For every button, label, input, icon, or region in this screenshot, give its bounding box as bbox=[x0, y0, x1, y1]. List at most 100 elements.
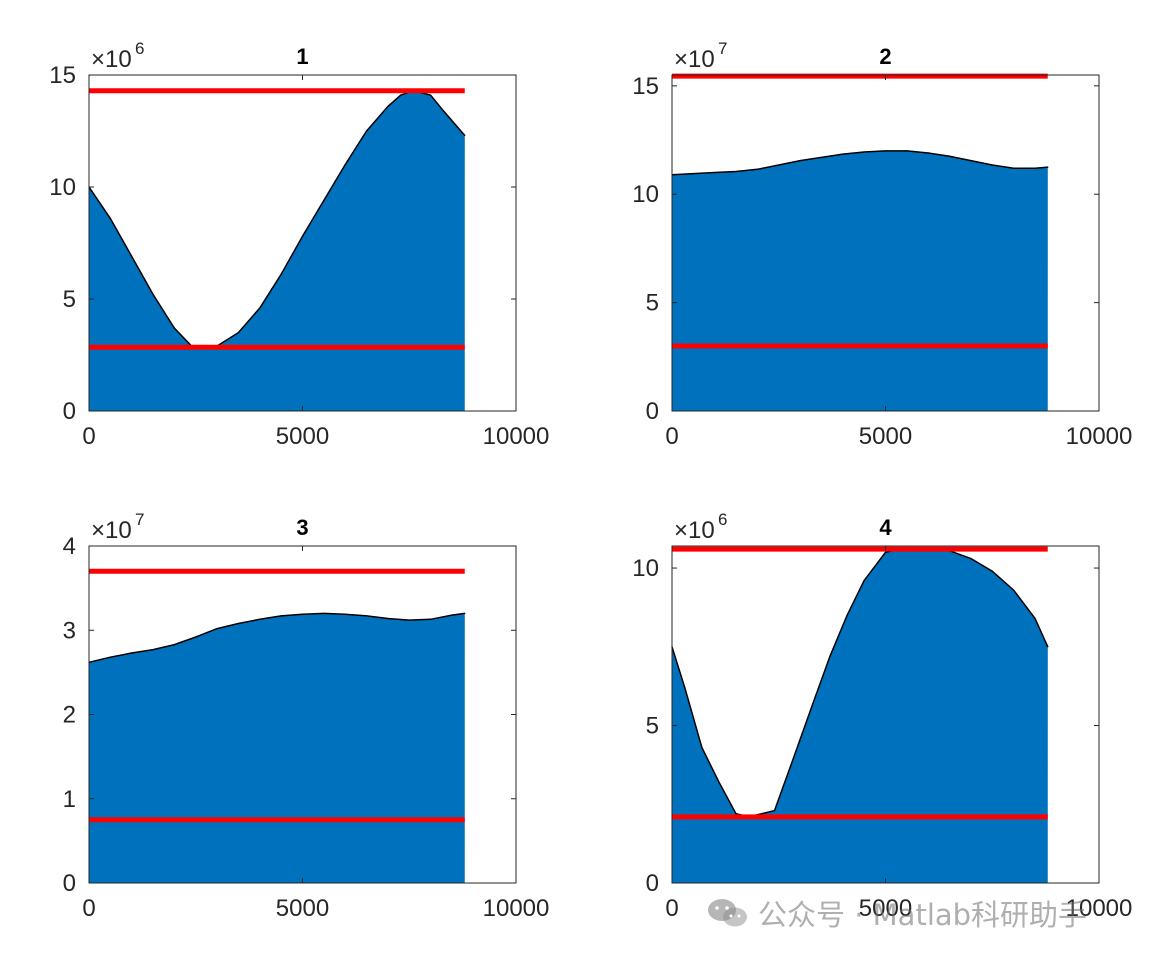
data-point bbox=[323, 612, 325, 615]
data-point bbox=[884, 551, 887, 553]
y-exponent-power: 6 bbox=[135, 39, 144, 58]
watermark: 公众号 · Matlab科研助手 bbox=[706, 892, 1087, 934]
subplot-1: 0 5000 10000 0 5 10 15 ×10 6 1 bbox=[49, 39, 549, 450]
data-point bbox=[735, 813, 737, 815]
data-point bbox=[464, 612, 466, 615]
data-point bbox=[991, 570, 993, 572]
data-point bbox=[400, 94, 402, 96]
y-exponent-label: ×10 bbox=[91, 517, 132, 544]
x-tick-label: 10000 bbox=[483, 895, 550, 922]
y-exponent-label: ×10 bbox=[91, 46, 132, 73]
data-point bbox=[280, 273, 282, 275]
data-point bbox=[991, 164, 993, 166]
data-point bbox=[906, 150, 908, 152]
data-point bbox=[829, 655, 831, 657]
data-point bbox=[366, 615, 368, 617]
y-tick-label: 5 bbox=[646, 713, 659, 740]
area-series-3 bbox=[89, 613, 465, 883]
data-point bbox=[259, 307, 261, 309]
area-edge-4 bbox=[671, 546, 1049, 818]
data-point bbox=[442, 110, 444, 112]
data-point bbox=[927, 152, 929, 154]
data-point bbox=[131, 652, 133, 654]
y-exponent-label: ×10 bbox=[674, 46, 715, 73]
data-point bbox=[1034, 167, 1036, 169]
subplot-title: 3 bbox=[296, 515, 308, 540]
y-exponent-power: 6 bbox=[718, 510, 727, 529]
x-tick-label: 5000 bbox=[859, 423, 912, 450]
data-point bbox=[884, 150, 887, 152]
y-exponent-power: 7 bbox=[718, 39, 727, 58]
data-point bbox=[259, 618, 261, 620]
data-point bbox=[430, 618, 432, 620]
data-point bbox=[1034, 617, 1036, 620]
data-point bbox=[195, 636, 197, 638]
data-point bbox=[863, 151, 865, 153]
x-tick-label: 0 bbox=[82, 895, 95, 922]
y-tick-label: 0 bbox=[646, 398, 659, 425]
data-point bbox=[1047, 166, 1049, 168]
data-point bbox=[366, 130, 368, 132]
data-point bbox=[970, 160, 972, 162]
subplot-title: 1 bbox=[296, 44, 308, 69]
data-point bbox=[692, 173, 695, 175]
y-tick-label: 10 bbox=[632, 181, 659, 208]
data-point bbox=[948, 155, 951, 157]
subplot-2: 0 5000 10000 0 5 10 15 ×10 7 2 bbox=[632, 39, 1132, 450]
x-tick-label: 10000 bbox=[483, 423, 550, 450]
subplot-title: 4 bbox=[879, 515, 892, 540]
data-point bbox=[846, 614, 848, 616]
data-point bbox=[237, 332, 239, 334]
data-point bbox=[109, 217, 111, 219]
y-exponent-label: ×10 bbox=[674, 517, 715, 544]
y-tick-label: 5 bbox=[63, 286, 76, 313]
subplot-title: 2 bbox=[879, 44, 891, 69]
y-tick-label: 0 bbox=[63, 870, 76, 897]
x-tick-label: 10000 bbox=[1066, 895, 1133, 922]
data-point bbox=[173, 644, 175, 646]
data-point bbox=[812, 702, 814, 705]
data-point bbox=[408, 619, 410, 621]
y-tick-label: 5 bbox=[646, 290, 659, 317]
data-point bbox=[1013, 589, 1015, 591]
data-point bbox=[464, 134, 466, 137]
watermark-text: 公众号 · Matlab科研助手 bbox=[758, 898, 1088, 932]
data-point bbox=[387, 617, 389, 620]
x-tick-label: 0 bbox=[665, 423, 678, 450]
subplot-4: 0 5000 10000 0 5 10 ×10 6 4 bbox=[632, 510, 1132, 922]
data-point bbox=[778, 164, 780, 166]
data-point bbox=[970, 558, 972, 560]
data-point bbox=[684, 687, 686, 689]
data-point bbox=[131, 255, 133, 257]
data-point bbox=[756, 168, 759, 170]
data-point bbox=[714, 171, 716, 174]
y-tick-label: 15 bbox=[49, 62, 76, 89]
y-tick-label: 10 bbox=[632, 555, 659, 582]
y-tick-label: 1 bbox=[63, 786, 76, 813]
data-point bbox=[1013, 167, 1015, 169]
data-point bbox=[773, 810, 776, 812]
area-series-1 bbox=[89, 90, 465, 411]
data-point bbox=[1047, 646, 1049, 648]
data-point bbox=[701, 747, 703, 749]
data-point bbox=[280, 615, 282, 617]
data-point bbox=[109, 656, 111, 658]
data-point bbox=[387, 105, 389, 107]
data-point bbox=[761, 813, 763, 815]
y-tick-label: 4 bbox=[63, 533, 76, 560]
area-series-4 bbox=[672, 547, 1048, 883]
y-exponent-power: 7 bbox=[135, 510, 144, 529]
y-tick-label: 10 bbox=[49, 174, 76, 201]
area-series-2 bbox=[672, 150, 1048, 411]
data-point bbox=[152, 649, 154, 651]
data-point bbox=[820, 156, 823, 158]
data-point bbox=[216, 628, 218, 630]
data-point bbox=[301, 613, 304, 615]
data-point bbox=[152, 293, 154, 296]
data-point bbox=[799, 160, 801, 162]
x-tick-label: 0 bbox=[665, 895, 678, 922]
y-tick-label: 0 bbox=[646, 870, 659, 897]
data-point bbox=[323, 199, 325, 201]
wechat-icon bbox=[708, 899, 747, 927]
